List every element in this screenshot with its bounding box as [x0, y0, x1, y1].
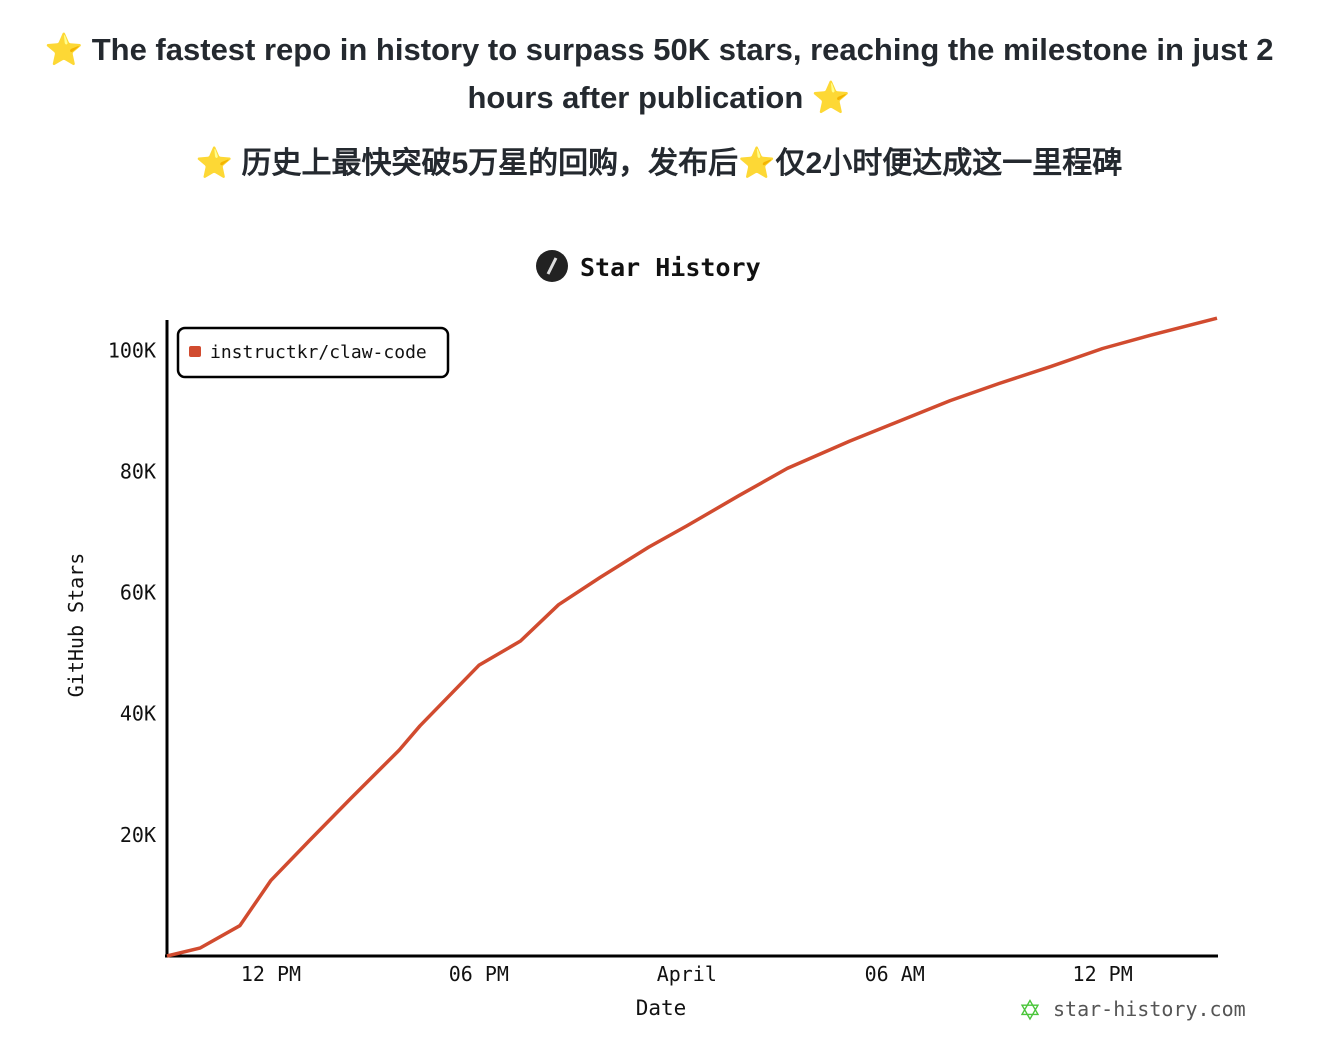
y-tick-label: 40K [120, 702, 156, 726]
y-axis-label: GitHub Stars [64, 553, 88, 698]
series-line [166, 316, 1218, 958]
star-logo-icon: ✡ [1018, 995, 1041, 1026]
y-tick-label: 60K [120, 581, 156, 605]
headline-en: ⭐ The fastest repo in history to surpass… [44, 32, 1274, 115]
legend-label: instructkr/claw-code [210, 342, 427, 363]
legend-box [176, 326, 450, 379]
x-tick-label: 12 PM [1073, 962, 1133, 986]
pencil-icon-stroke [546, 257, 558, 275]
y-tick-label: 80K [120, 459, 156, 483]
y-tick-label: 20K [120, 823, 156, 847]
watermark-text: star-history.com [1053, 997, 1246, 1021]
x-tick-label: April [657, 962, 717, 986]
watermark: ✡ star-history.com [1018, 995, 1245, 1026]
legend: instructkr/claw-code [176, 326, 450, 379]
y-tick-label: 100K [108, 338, 156, 362]
x-tick-label: 12 PM [241, 962, 301, 986]
headline-zh: ⭐ 历史上最快突破5万星的回购，发布后⭐仅2小时便达成这一里程碑 [195, 147, 1123, 180]
chart-title-text: Star History [580, 253, 761, 282]
x-tick-label: 06 AM [865, 962, 925, 986]
legend-swatch [189, 346, 201, 357]
x-tick-label: 06 PM [449, 962, 509, 986]
chart-title: Star History [536, 250, 761, 282]
x-axis-label: Date [636, 996, 687, 1020]
